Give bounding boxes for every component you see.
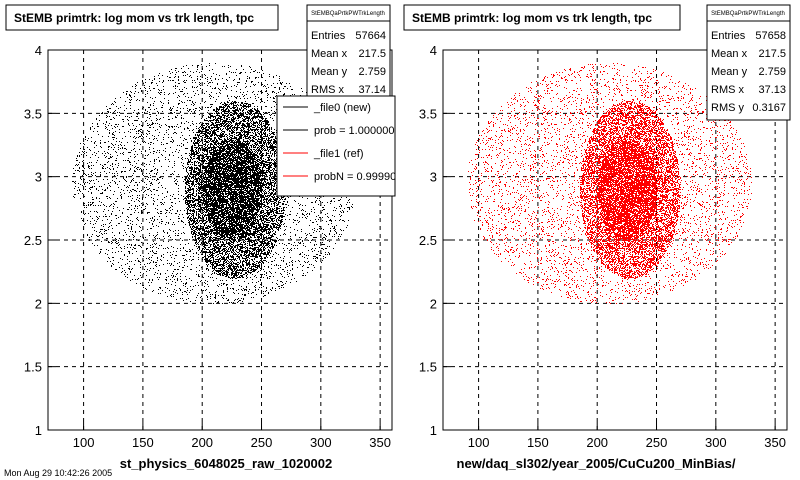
y-tick-label: 1.5 [24,360,42,375]
stats-label: Mean y [311,66,348,78]
y-tick-label: 1.5 [419,360,437,375]
y-tick-label: 4 [430,43,437,58]
left-title-box [5,4,279,31]
y-tick-label: 2 [35,296,42,311]
stats-value: 57664 [355,30,386,42]
left-scatter-points [72,63,357,304]
stats-value: 0.3167 [752,102,786,114]
x-tick-label: 350 [369,435,391,450]
left-panel: StEMB primtrk: log mom vs trk length, tp… [5,4,393,471]
right-stats-name: StEMBQaPrtkPWTrkLength [711,11,785,17]
scatter-point-region-0 [72,63,357,304]
stats-value: 37.13 [758,84,786,96]
stats-label: Entries [711,30,746,42]
y-tick-label: 2 [430,296,437,311]
right-x-axis-label: new/daq_sl302/year_2005/CuCu200_MinBias/ [457,456,736,471]
stats-value: 217.5 [758,48,786,60]
legend-entry: prob = 1.000000 [314,125,394,137]
y-tick-label: 3 [430,170,437,185]
right-title: StEMB primtrk: log mom vs trk length, tp… [412,11,652,25]
x-tick-label: 300 [310,435,332,450]
left-title: StEMB primtrk: log mom vs trk length, tp… [14,11,254,25]
stats-label: RMS y [711,102,745,114]
x-tick-label: 150 [132,435,154,450]
x-tick-label: 250 [646,435,668,450]
y-tick-label: 3 [35,170,42,185]
right-title-box [403,4,681,31]
stats-label: Entries [311,30,346,42]
stats-label: RMS x [711,84,745,96]
x-tick-label: 200 [191,435,213,450]
stats-value: 2.759 [758,66,786,78]
x-tick-label: 250 [251,435,273,450]
legend: _file0 (new) prob = 1.000000 _file1 (ref) p… [276,95,402,197]
stats-value: 217.5 [358,48,386,60]
legend-entry: _file1 (ref) [313,148,364,160]
right-x-ticks: 100 150 200 250 300 350 [468,422,786,450]
right-grid [443,49,787,431]
stats-value: 2.759 [358,66,386,78]
left-y-ticks: 1 1.5 2 2.5 3 3.5 4 [24,43,56,438]
right-y-ticks: 1 1.5 2 2.5 3 3.5 4 [419,43,451,438]
stats-label: RMS x [311,84,345,96]
left-x-axis-label: st_physics_6048025_raw_1020002 [120,456,333,471]
x-tick-label: 100 [468,435,490,450]
stats-label: Mean x [311,48,348,60]
right-scatter-points [468,63,752,304]
y-tick-label: 4 [35,43,42,58]
x-tick-label: 100 [73,435,95,450]
stats-value: 37.14 [358,84,386,96]
stats-value: 57658 [755,30,786,42]
footer-timestamp: Mon Aug 29 10:42:26 2005 [4,468,112,478]
y-tick-label: 3.5 [24,106,42,121]
left-x-ticks: 100 150 200 250 300 350 [73,422,391,450]
x-tick-label: 200 [586,435,608,450]
scatter-point-region-2 [597,139,657,241]
scatter-point-region-2 [202,139,262,241]
legend-entry: _file0 (new) [313,102,371,114]
x-tick-label: 350 [764,435,786,450]
stats-label: Mean y [711,66,748,78]
y-tick-label: 2.5 [419,233,437,248]
right-stats-box: StEMBQaPrtkPWTrkLength Entries 57658 Mean … [706,4,791,121]
x-tick-label: 150 [527,435,549,450]
legend-entry: probN = 0.999900 [314,171,402,183]
y-tick-label: 1 [430,423,437,438]
y-tick-label: 1 [35,423,42,438]
y-tick-label: 3.5 [419,106,437,121]
stats-label: Mean x [711,48,748,60]
x-tick-label: 300 [705,435,727,450]
scatter-point-region-1 [580,101,681,279]
y-tick-label: 2.5 [24,233,42,248]
left-stats-name: StEMBQaPrtkPWTrkLength [311,11,385,17]
